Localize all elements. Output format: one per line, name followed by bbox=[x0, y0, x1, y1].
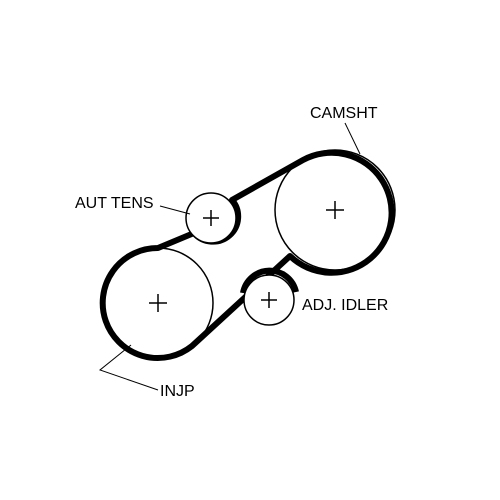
pulley-aut-tens bbox=[186, 193, 236, 243]
label-injp: INJP bbox=[160, 383, 195, 400]
leader-camshaft bbox=[345, 123, 360, 154]
label-aut-tens: AUT TENS bbox=[75, 195, 154, 212]
belt-routing-diagram: CAMSHT AUT TENS ADJ. IDLER INJP bbox=[0, 0, 500, 500]
pulley-camshaft bbox=[275, 150, 395, 270]
pulley-injp bbox=[103, 248, 213, 358]
leader-aut-tens bbox=[160, 206, 190, 214]
label-camshaft: CAMSHT bbox=[310, 105, 378, 122]
label-adj-idler: ADJ. IDLER bbox=[302, 297, 388, 314]
pulley-adj-idler bbox=[244, 275, 294, 325]
